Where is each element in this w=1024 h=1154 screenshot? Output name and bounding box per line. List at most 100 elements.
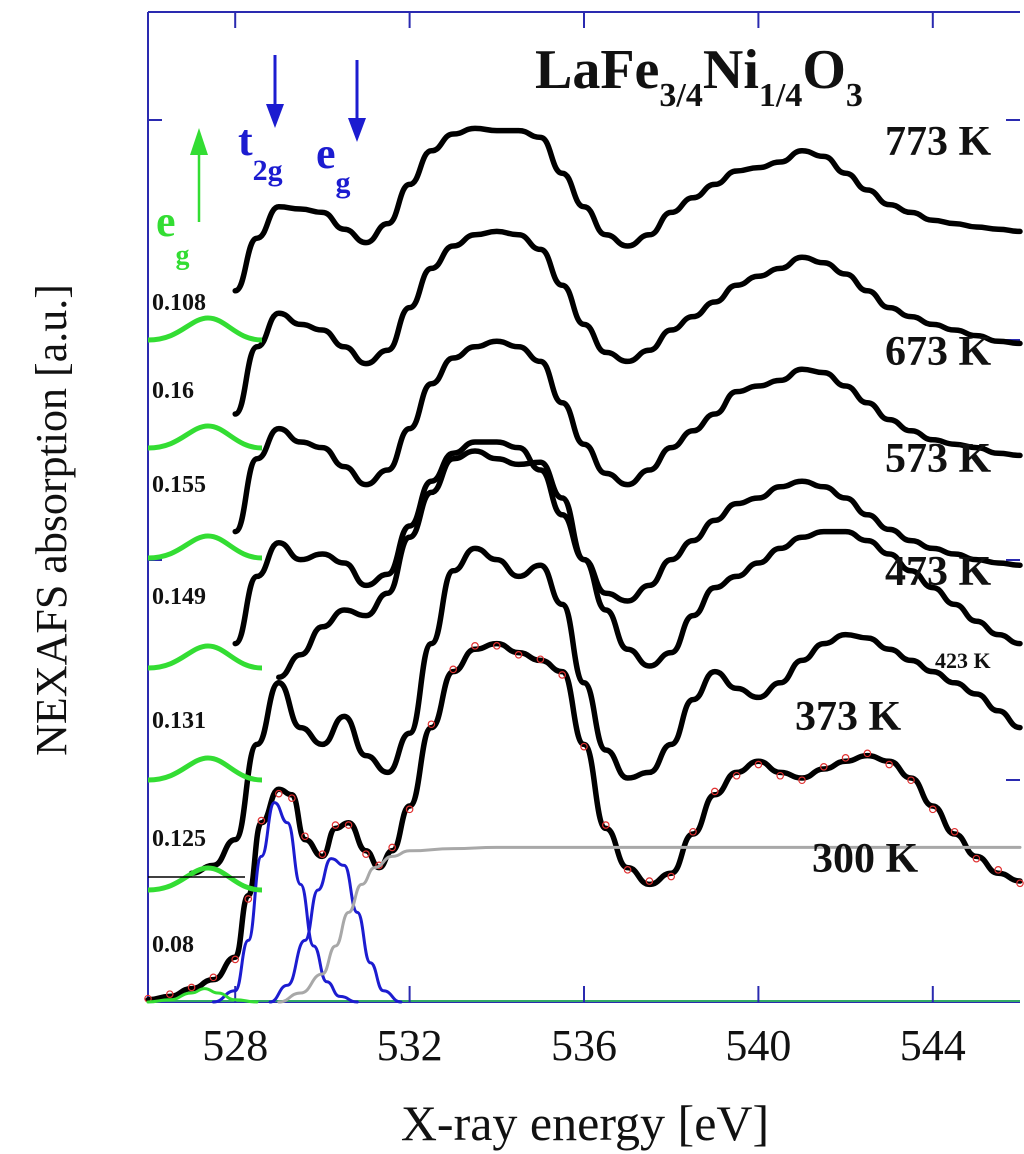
fit-point (754, 760, 763, 769)
fit-point (972, 854, 981, 863)
series-573-k-line (232, 338, 1023, 535)
x-tick-label: 544 (900, 1021, 966, 1070)
fit-point (994, 866, 1003, 874)
peak-area-label: 0.16 (152, 378, 194, 404)
green-baseline-peak (147, 533, 263, 561)
fit-point (667, 872, 676, 881)
fit-point (623, 866, 632, 874)
eg-green-arrow-head (190, 128, 208, 155)
labels-layer: 0.108 0.16 0.155 0.149 0.131 0.125 0.08 773 K 67… (152, 119, 992, 958)
fit-point (863, 749, 872, 758)
series-pre-edge-line (146, 987, 259, 1004)
fit-point (1016, 879, 1024, 888)
temperature-label: 573 K (885, 436, 992, 482)
x-tick-label: 528 (202, 1021, 268, 1070)
eg-blue-label: eg (316, 129, 351, 199)
fit-point (885, 760, 894, 769)
fit-point (776, 771, 785, 780)
temperature-label: 673 K (885, 329, 992, 375)
fit-point (492, 642, 501, 650)
series-573-k (232, 338, 1023, 535)
y-axis-label: NEXAFS absorption [a.u.] (27, 284, 76, 756)
fit-point (427, 720, 436, 729)
fit-point (331, 821, 340, 829)
eg-blue-arrow-head (348, 118, 366, 142)
eg-blue-annotation: eg (316, 60, 366, 199)
peak-area-label: 0.125 (152, 826, 206, 852)
series-eg-line (268, 857, 403, 1004)
fit-point (209, 973, 218, 982)
fit-point (471, 642, 479, 650)
fit-point (288, 794, 296, 802)
green-peak-path (147, 423, 263, 451)
fit-point (950, 827, 959, 836)
t2g-arrow-head (266, 104, 284, 128)
series-pre-edge (146, 987, 259, 1004)
series-423-k-line (276, 448, 1023, 680)
x-tick-label: 532 (377, 1021, 443, 1070)
peak-area-label: 0.108 (152, 290, 206, 316)
fit-point (244, 895, 253, 903)
fit-point (187, 983, 196, 992)
fit-point (388, 843, 396, 852)
fit-point (710, 787, 719, 796)
series-300-k (145, 640, 1023, 1003)
green-baseline-peak (147, 865, 263, 893)
fit-point (166, 990, 174, 998)
fit-point (449, 665, 458, 674)
temperature-label: 773 K (885, 119, 992, 165)
fit-point (558, 671, 567, 679)
t2g-label: t2g (238, 116, 283, 187)
series-373-k (188, 545, 1023, 876)
fit-point (928, 805, 937, 814)
green-peak-path (147, 865, 263, 893)
fit-point (514, 650, 523, 659)
fit-point (819, 762, 828, 771)
series-673-k-line (232, 228, 1023, 417)
green-baseline-peak (147, 423, 263, 451)
chart-title: LaFe3/4Ni1/4O3 (535, 39, 863, 114)
fit-point (362, 850, 370, 858)
eg-green-annotation: eg (156, 128, 208, 271)
x-axis: 528 532 536 540 544 (202, 12, 966, 1070)
series-step-line (277, 845, 1022, 1004)
fit-point (841, 754, 850, 762)
x-tick-label: 540 (725, 1021, 791, 1070)
x-axis-label: X-ray energy [eV] (401, 1095, 769, 1151)
peak-area-label: 0.149 (152, 584, 206, 610)
series-423-k (276, 448, 1023, 680)
fit-point (274, 789, 283, 798)
series-773-k-line (232, 125, 1023, 294)
series-373-k-line (188, 545, 1023, 876)
series-fit (144, 642, 1024, 1003)
green-peak-path (147, 755, 263, 783)
fit-point (231, 955, 240, 964)
fit-point (301, 832, 309, 841)
temperature-label: 473 K (885, 549, 992, 595)
eg-green-label: eg (156, 197, 190, 271)
fit-point (344, 821, 353, 829)
peak-area-label: 0.155 (152, 472, 206, 498)
fit-point (689, 827, 697, 836)
temperature-label: 423 K (935, 648, 991, 673)
peak-area-label: 0.131 (152, 708, 206, 734)
series-t2g-line (211, 801, 359, 1004)
temperature-label: 300 K (812, 836, 919, 882)
x-tick-label: 536 (551, 1021, 617, 1070)
series-673-k (232, 228, 1023, 417)
green-peak-path (147, 533, 263, 561)
green-baseline-peak (147, 315, 263, 343)
series-step (277, 845, 1022, 1004)
fit-point (536, 655, 545, 664)
t2g-annotation: t2g (238, 55, 284, 187)
green-peak-path (147, 643, 263, 671)
fit-point (798, 776, 806, 785)
fit-point (732, 771, 741, 780)
green-baseline-peak (147, 643, 263, 671)
green-baseline-peak (147, 755, 263, 783)
series-473-k (232, 439, 1023, 647)
green-peak-path (147, 315, 263, 343)
series-773-k (232, 125, 1023, 294)
peak-area-label: 0.08 (152, 932, 194, 958)
